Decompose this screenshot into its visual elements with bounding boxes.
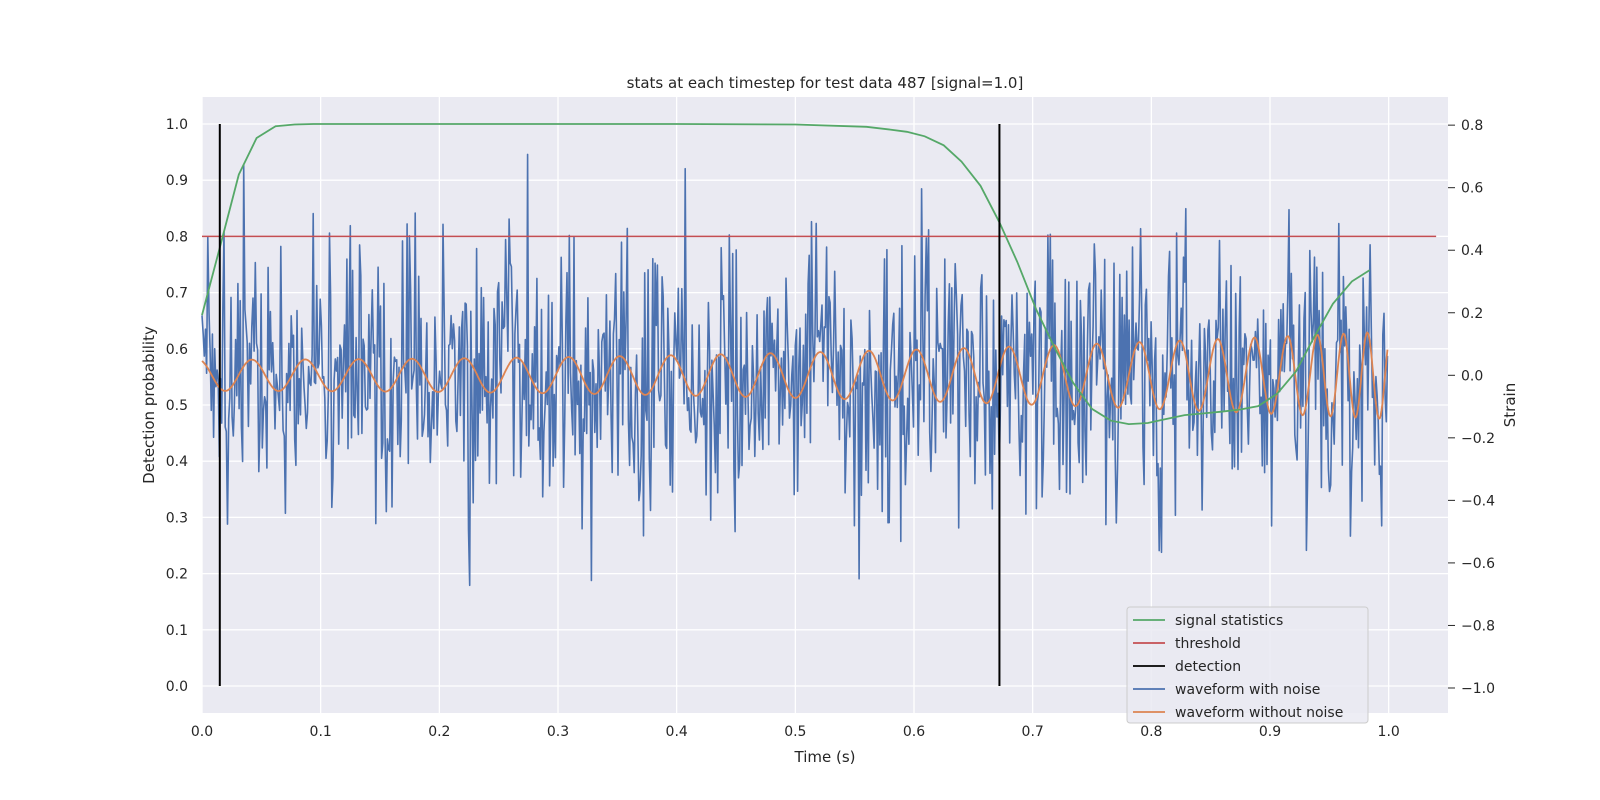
legend: signal statistics threshold detection wavef… (1126, 606, 1369, 724)
legend-label: waveform without noise (1175, 705, 1343, 721)
y-tick-label: 0.6 (166, 342, 188, 358)
series-signal-statistics (201, 123, 1371, 426)
y2-tick-label: 0.4 (1461, 243, 1483, 259)
x-tick-label: 0.5 (784, 724, 806, 740)
x-tick-label: 0.3 (547, 724, 569, 740)
x-tick-label: 0.9 (1259, 724, 1281, 740)
y-tick-label: 0.0 (166, 679, 188, 695)
legend-label: threshold (1175, 636, 1241, 652)
y2-tick-label: −0.6 (1461, 556, 1495, 572)
y-axis-label: Detection probability (140, 326, 158, 484)
y-tick-label: 0.2 (166, 567, 188, 583)
y2-tick-label: 0.0 (1461, 368, 1483, 384)
x-tick-label: 0.0 (191, 724, 213, 740)
y2-tick-label: −1.0 (1461, 681, 1495, 697)
x-tick-label: 0.6 (903, 724, 925, 740)
x-tick-label: 0.8 (1140, 724, 1162, 740)
y2-tick-label: 0.2 (1461, 306, 1483, 322)
legend-label: waveform with noise (1175, 682, 1320, 698)
chart-title: stats at each timestep for test data 487… (627, 74, 1024, 92)
x-tick-label: 0.7 (1022, 724, 1044, 740)
y2-tick-label: 0.8 (1461, 118, 1483, 134)
legend-label: detection (1175, 659, 1241, 675)
y-tick-label: 1.0 (166, 117, 188, 133)
x-axis-label: Time (s) (794, 748, 856, 766)
series-waveform-without-noise (201, 331, 1389, 420)
x-tick-label: 0.1 (310, 724, 332, 740)
x-tick-label: 0.4 (666, 724, 688, 740)
y-tick-label: 0.4 (166, 454, 188, 470)
y-tick-label: 0.7 (166, 286, 188, 302)
legend-box (1126, 606, 1369, 724)
y-tick-label: 0.9 (166, 173, 188, 189)
x-tick-label: 1.0 (1378, 724, 1400, 740)
y2-tick-label: 0.6 (1461, 181, 1483, 197)
y2-tick-label: −0.2 (1461, 431, 1495, 447)
y2-axis-label: Strain (1501, 383, 1519, 427)
y-tick-label: 0.8 (166, 229, 188, 245)
y-tick-label: 0.1 (166, 623, 188, 639)
x-tick-label: 0.2 (428, 724, 450, 740)
tick-labels: 0.0 0.1 0.2 0.3 0.4 0.5 0.6 0.7 0.8 0.9 1.0 0.0 0.1 0… (166, 117, 1495, 740)
series-waveform-with-noise (201, 153, 1389, 587)
y-tick-label: 0.5 (166, 398, 188, 414)
legend-label: signal statistics (1175, 613, 1283, 629)
y2-tick-label: −0.4 (1461, 493, 1495, 509)
y2-tick-label: −0.8 (1461, 618, 1495, 634)
y-tick-label: 0.3 (166, 510, 188, 526)
series-layer (201, 123, 1437, 687)
